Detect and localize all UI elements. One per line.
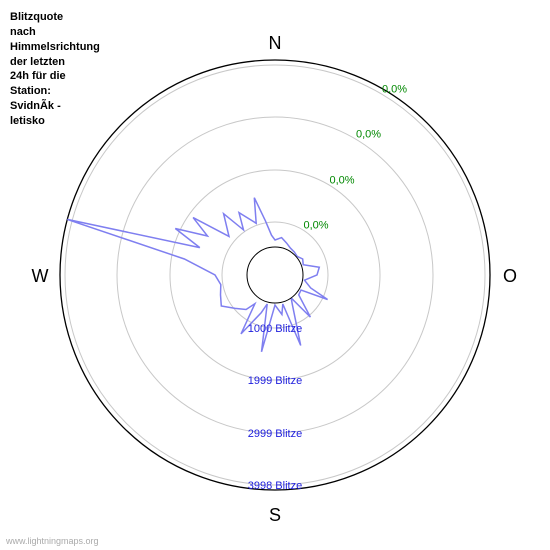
ring-green-label: 0,0%	[330, 175, 355, 187]
cardinal-n: N	[269, 33, 282, 53]
ring-green-label: 0,0%	[382, 84, 407, 96]
ring-green-label: 0,0%	[356, 129, 381, 141]
center-circle-group	[247, 247, 303, 303]
ring-blue-label: 1999 Blitze	[248, 375, 302, 387]
ring-blue-label: 3998 Blitze	[248, 480, 302, 492]
cardinal-s: S	[269, 505, 281, 525]
polar-chart-container: BlitzquotenachHimmelsrichtungder letzten…	[0, 0, 550, 550]
cardinal-e: O	[503, 266, 517, 286]
polar-chart-svg: 0,0% 1000 Blitze 0,0% 1999 Blitze 0,0% 2999 B…	[0, 0, 550, 550]
credit-text: www.lightningmaps.org	[6, 536, 99, 546]
ring-blue-label: 1000 Blitze	[248, 323, 302, 335]
ring-blue-label: 2999 Blitze	[248, 428, 302, 440]
ring-green-label: 0,0%	[304, 220, 329, 232]
cardinal-w: W	[32, 266, 49, 286]
